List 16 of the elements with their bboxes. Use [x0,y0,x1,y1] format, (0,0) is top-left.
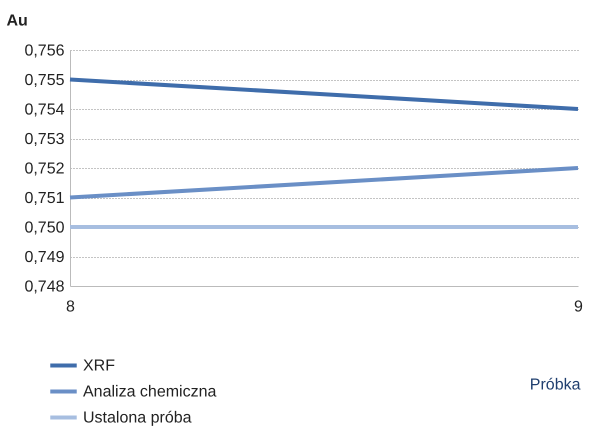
y-tick-label: 0,755 [24,72,65,89]
y-tick-label: 0,754 [24,102,65,118]
y-tick-label: 0,748 [24,278,65,296]
x-axis-title: Próbka [530,376,581,394]
y-tick-label: 0,749 [24,249,65,266]
y-tick-label: 0,750 [24,220,65,236]
y-tick-label: 0,753 [24,131,65,148]
legend-label: Ustalona próba [83,410,192,426]
x-tick-label: 8 [66,298,76,316]
y-axis-title: Au [6,12,28,30]
y-tick-label: 0,752 [24,160,65,178]
legend-label: XRF [83,358,116,374]
x-tick-label: 9 [574,298,584,316]
y-tick-label: 0,751 [24,190,65,207]
y-tick-label: 0,756 [24,42,65,60]
legend-label: Analiza chemiczna [83,384,216,400]
